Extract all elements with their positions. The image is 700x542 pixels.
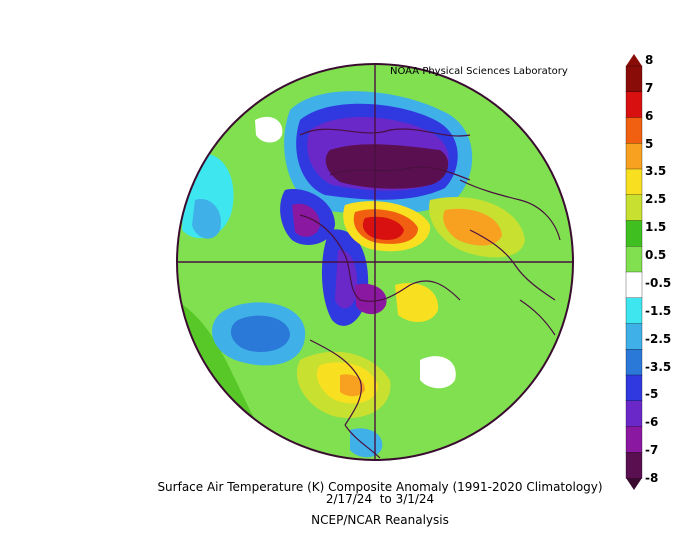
colorbar-label: 8 xyxy=(645,53,654,67)
colorbar-segment xyxy=(625,220,643,247)
credit-label: NOAA Physical Sciences Laboratory xyxy=(390,66,568,77)
coastlines xyxy=(299,128,561,459)
colorbar-label: -6 xyxy=(645,415,659,430)
colorbar-top-arrow xyxy=(626,54,642,66)
colorbar-label: -0.5 xyxy=(645,275,672,290)
colorbar-label: 5 xyxy=(645,136,654,151)
north-neutral-patch xyxy=(255,116,283,143)
colorbar-segment xyxy=(625,271,643,299)
map-border xyxy=(176,63,574,461)
colorbar-segment xyxy=(625,400,643,428)
colorbar-label: 1.5 xyxy=(645,220,667,235)
mexico-cold xyxy=(350,428,383,458)
colorbar-segment xyxy=(625,246,643,273)
map-fill xyxy=(177,64,573,460)
colorbar-segment xyxy=(625,194,643,222)
caption-dates: 2/17/24 to 3/1/24 xyxy=(325,492,435,506)
hudson-bay-warm xyxy=(395,282,439,322)
colorbar-label: -3.5 xyxy=(645,359,672,374)
colorbar-segment xyxy=(625,65,643,93)
colorbar-segment xyxy=(625,143,643,170)
arctic-warm-core xyxy=(362,216,404,240)
colorbar-label: -5 xyxy=(645,387,659,402)
east-asia-warm-core xyxy=(443,208,502,246)
colorbar-segment xyxy=(625,91,643,119)
colorbar-bottom-arrow xyxy=(626,478,642,490)
colorbar-label: -8 xyxy=(645,471,659,485)
colorbar-segment xyxy=(625,349,643,376)
colorbar-label: 2.5 xyxy=(645,192,667,207)
scandinavia-cold-core xyxy=(292,203,320,237)
greenland-cold xyxy=(355,283,387,315)
colorbar-segment xyxy=(625,452,643,479)
colorbar-segment xyxy=(625,374,643,402)
colorbar-segments xyxy=(625,65,643,479)
colorbar-label: 0.5 xyxy=(645,248,667,263)
caption-source: NCEP/NCAR Reanalysis xyxy=(311,513,449,527)
colorbar-label: 7 xyxy=(645,80,654,95)
eurasia-cold-core xyxy=(325,144,449,189)
caption-title: Surface Air Temperature (K) Composite An… xyxy=(157,480,603,494)
colorbar-segment xyxy=(625,297,643,325)
colorbar-label: 6 xyxy=(645,108,654,123)
west-blue-patch xyxy=(192,199,221,239)
colorbar-segment xyxy=(625,117,643,144)
colorbar-segment xyxy=(625,323,643,350)
colorbar-label: -1.5 xyxy=(645,303,672,318)
colorbar-label: -2.5 xyxy=(645,331,672,346)
north-america-warm-center xyxy=(340,374,365,397)
arctic-cold-tongue-core xyxy=(335,249,358,309)
atlantic-neutral-patch xyxy=(420,356,456,389)
colorbar-label: 3.5 xyxy=(645,164,667,179)
pacific-anomaly-core xyxy=(230,315,290,352)
colorbar-segment xyxy=(625,426,643,453)
colorbar-segment xyxy=(625,168,643,196)
colorbar-label: -7 xyxy=(645,443,659,458)
colorbar xyxy=(625,54,643,490)
